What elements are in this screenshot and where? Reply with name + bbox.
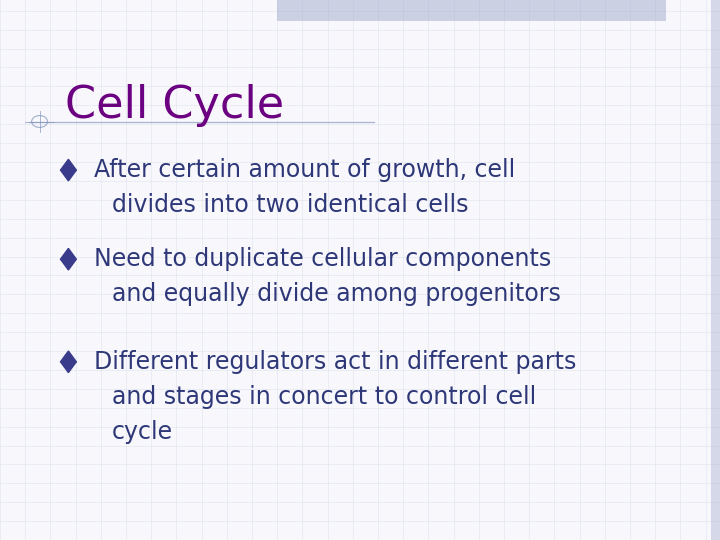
Text: After certain amount of growth, cell: After certain amount of growth, cell: [94, 158, 515, 182]
Text: and stages in concert to control cell: and stages in concert to control cell: [112, 385, 536, 409]
Polygon shape: [60, 159, 76, 181]
Text: Different regulators act in different parts: Different regulators act in different pa…: [94, 350, 576, 374]
Text: Need to duplicate cellular components: Need to duplicate cellular components: [94, 247, 551, 271]
Text: cycle: cycle: [112, 420, 173, 444]
Text: and equally divide among progenitors: and equally divide among progenitors: [112, 282, 560, 306]
Bar: [277, 0, 666, 21]
Text: divides into two identical cells: divides into two identical cells: [112, 193, 468, 217]
Polygon shape: [60, 351, 76, 373]
Bar: [711, 0, 720, 540]
Text: Cell Cycle: Cell Cycle: [65, 84, 284, 127]
Polygon shape: [60, 248, 76, 270]
